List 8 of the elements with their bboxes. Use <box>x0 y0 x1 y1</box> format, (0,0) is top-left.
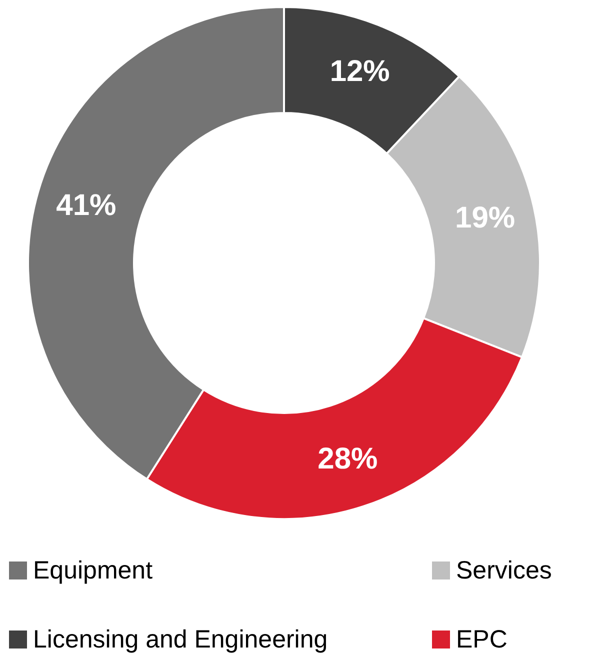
data-label: 28% <box>318 442 378 476</box>
data-label: 19% <box>455 202 516 235</box>
data-label: 41% <box>56 189 116 222</box>
data-label: 12% <box>330 54 390 88</box>
legend-label: Equipment <box>33 556 153 584</box>
legend-label: EPC <box>456 626 508 654</box>
legend-label: Services <box>456 556 552 584</box>
legend-label: Licensing and Engineering <box>33 626 328 654</box>
